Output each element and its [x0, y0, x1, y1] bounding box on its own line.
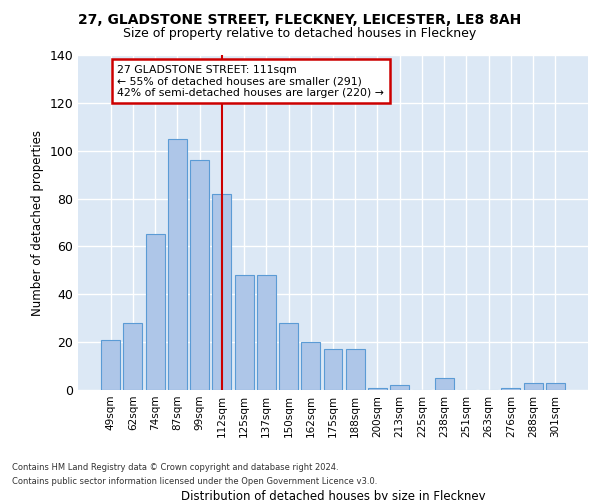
X-axis label: Distribution of detached houses by size in Fleckney: Distribution of detached houses by size …	[181, 490, 485, 500]
Bar	[346, 350, 365, 390]
Text: Contains public sector information licensed under the Open Government Licence v3: Contains public sector information licen…	[12, 478, 377, 486]
Bar	[368, 388, 387, 390]
Text: 27 GLADSTONE STREET: 111sqm
← 55% of detached houses are smaller (291)
42% of se: 27 GLADSTONE STREET: 111sqm ← 55% of det…	[118, 64, 384, 98]
Bar	[502, 388, 520, 390]
Bar	[323, 350, 343, 390]
Bar	[235, 275, 254, 390]
Bar	[168, 138, 187, 390]
Bar	[146, 234, 164, 390]
Bar	[279, 323, 298, 390]
Bar	[101, 340, 120, 390]
Bar	[435, 378, 454, 390]
Text: Size of property relative to detached houses in Fleckney: Size of property relative to detached ho…	[124, 28, 476, 40]
Bar	[390, 385, 409, 390]
Y-axis label: Number of detached properties: Number of detached properties	[31, 130, 44, 316]
Text: Contains HM Land Registry data © Crown copyright and database right 2024.: Contains HM Land Registry data © Crown c…	[12, 462, 338, 471]
Bar	[546, 383, 565, 390]
Bar	[124, 323, 142, 390]
Bar	[301, 342, 320, 390]
Text: 27, GLADSTONE STREET, FLECKNEY, LEICESTER, LE8 8AH: 27, GLADSTONE STREET, FLECKNEY, LEICESTE…	[79, 12, 521, 26]
Bar	[212, 194, 231, 390]
Bar	[257, 275, 276, 390]
Bar	[190, 160, 209, 390]
Bar	[524, 383, 542, 390]
